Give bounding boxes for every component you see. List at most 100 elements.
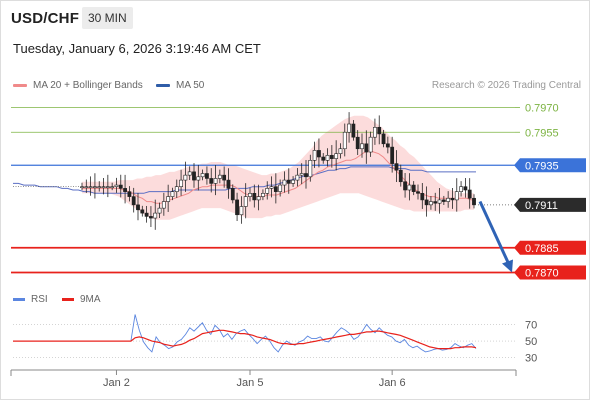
candle-body [252, 193, 257, 201]
candle-body [235, 199, 239, 216]
candle-body [398, 169, 403, 183]
level-label-0.7911: 0.7911 [525, 200, 558, 212]
candle-body [338, 148, 343, 154]
candle-body [304, 173, 308, 178]
candle-body [381, 133, 386, 145]
candle-body [411, 184, 416, 192]
candle-body [209, 178, 214, 184]
candle-body [394, 163, 399, 171]
candle-body [183, 174, 188, 181]
legend-ma20: MA 20 + Bollinger Bands [13, 80, 143, 91]
projection-arrow-shaft [478, 200, 511, 266]
candle-body [174, 186, 179, 192]
rsi-swatch [13, 298, 25, 301]
bollinger-band-layer [82, 115, 474, 220]
instrument-title: USD/CHF [11, 10, 80, 27]
candle-body [157, 207, 162, 214]
candle-body [80, 186, 84, 188]
candle-body [424, 199, 429, 206]
rsi-panel: 70 50 30 [13, 314, 537, 365]
candle-body [364, 143, 369, 153]
candle-body [222, 174, 227, 181]
candle-body [256, 196, 261, 201]
candle-body [179, 179, 183, 188]
candle-body [446, 197, 451, 202]
candle-body [450, 197, 455, 201]
ma50-label: MA 50 [176, 80, 205, 91]
candle-body [437, 199, 442, 204]
ma50-swatch [156, 84, 170, 87]
level-label-0.7970: 0.7970 [525, 103, 559, 115]
candle-body [166, 196, 171, 202]
candle-body [377, 127, 382, 135]
candle-body [334, 153, 339, 159]
candle-body [93, 186, 97, 188]
candle-body [368, 136, 373, 153]
ma50-line [13, 166, 476, 194]
candle-body [161, 201, 166, 209]
level-labels-layer: 0.7970 0.7955 0.7935 0.7911 0.7885 0.7870 [514, 103, 586, 280]
candle-body [317, 150, 321, 158]
candle-body [463, 186, 468, 191]
credit-text: Research © 2026 Trading Central [431, 80, 581, 91]
legend-ma50: MA 50 [156, 80, 204, 91]
candle-body [282, 179, 287, 186]
candle-body [433, 201, 438, 204]
candle-body [308, 160, 313, 178]
candle-body [355, 136, 360, 150]
candle-body [261, 193, 265, 197]
candle-body [170, 191, 175, 197]
candle-body [217, 174, 222, 179]
legend-rsi: RSI [13, 294, 48, 305]
legend-rsi-ma: 9MA [62, 294, 101, 305]
candle-body [273, 186, 278, 192]
levels-layer [11, 107, 515, 274]
x-tick-label-Jan-5: Jan 5 [237, 377, 264, 389]
candle-body [467, 189, 472, 199]
candle-body [110, 186, 115, 188]
candle-body [312, 150, 317, 161]
candle-body [136, 204, 140, 211]
candle-body [325, 155, 330, 161]
x-tick-label-Jan-2: Jan 2 [103, 377, 130, 389]
candles-layer [13, 112, 476, 230]
x-axis: Jan 2 Jan 5 Jan 6 [10, 369, 517, 389]
level-tag-0.7935 [514, 158, 586, 173]
candle-body [248, 193, 252, 197]
candle-body [153, 212, 158, 219]
projection-arrow-head [502, 259, 513, 273]
rsi-tick-30: 30 [525, 353, 537, 365]
level-tag-0.7911 [514, 197, 586, 212]
timeframe-badge[interactable]: 30 MIN [82, 7, 133, 29]
candle-body [226, 179, 231, 189]
candle-body [351, 123, 356, 138]
candle-body [342, 131, 347, 150]
rsi-ma-swatch [62, 298, 74, 301]
rsi-ma-label: 9MA [80, 294, 101, 305]
candle-body [243, 196, 248, 207]
candle-body [127, 191, 132, 197]
candle-body [192, 171, 196, 181]
candle-body [149, 216, 153, 219]
x-tick-label-Jan-6: Jan 6 [379, 377, 406, 389]
candle-body [373, 127, 377, 138]
candle-body [390, 146, 395, 164]
candle-body [269, 186, 274, 189]
rsi-label: RSI [31, 294, 48, 305]
candle-body [101, 186, 106, 188]
bollinger-band [82, 115, 474, 220]
candle-body [118, 184, 123, 189]
candle-body [88, 186, 93, 188]
candle-body [299, 173, 304, 176]
candle-body [441, 199, 446, 202]
rsi-tick-70: 70 [525, 319, 537, 331]
candle-body [230, 188, 235, 201]
candle-body [144, 212, 149, 217]
candle-body [329, 155, 334, 159]
candle-body [459, 186, 463, 192]
candle-body [131, 196, 136, 206]
candle-body [429, 201, 433, 206]
candle-body [420, 193, 425, 201]
candle-body [114, 184, 119, 188]
